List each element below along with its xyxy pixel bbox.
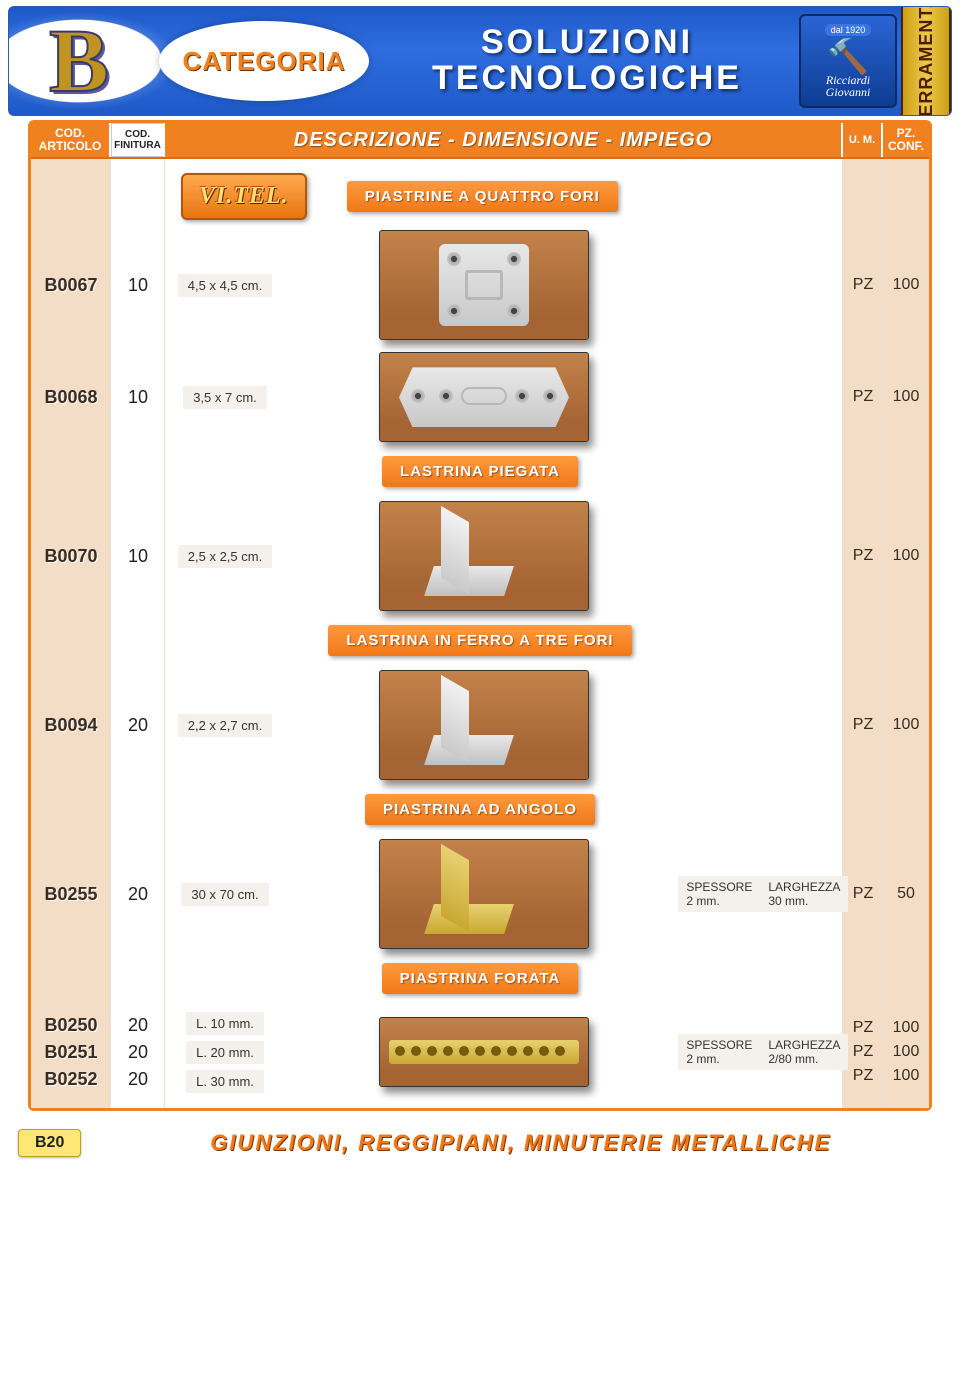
header-pz: PZ. CONF.	[883, 123, 929, 157]
extra-spessore: SPESSORE 2 mm.	[678, 1034, 760, 1070]
cell-extra: SPESSORE 2 mm. LARGHEZZA 30 mm.	[683, 873, 843, 915]
cell-dim: 4,5 x 4,5 cm.	[165, 274, 285, 297]
cell-fin: 20	[111, 715, 165, 736]
section-lastrina-ferro-tre-fori: LASTRINA IN FERRO A TRE FORI	[328, 625, 631, 656]
product-image	[379, 501, 589, 611]
table-header: COD. ARTICOLO COD. FINITURA DESCRIZIONE …	[31, 123, 929, 159]
logo-name2: Giovanni	[826, 86, 871, 98]
page-footer: B20 GIUNZIONI, REGGIPIANI, MINUTERIE MET…	[0, 1123, 960, 1163]
header-descrizione: DESCRIZIONE - DIMENSIONE - IMPIEGO	[165, 123, 843, 157]
section-lastrina-piegata: LASTRINA PIEGATA	[382, 456, 578, 487]
header-articolo: COD. ARTICOLO	[31, 123, 111, 157]
cell-fin: 10	[111, 546, 165, 567]
cell-art: B0094	[31, 715, 111, 736]
category-oval: CATEGORIA	[159, 21, 369, 101]
cell-image	[285, 664, 683, 786]
header-um: U. M.	[843, 123, 883, 157]
product-image	[379, 352, 589, 442]
cell-um: PZ	[843, 276, 883, 294]
product-image	[379, 1017, 589, 1087]
table-row: B0067 10 4,5 x 4,5 cm. PZ	[31, 224, 929, 346]
cell-fin: 10	[111, 387, 165, 408]
table-row: B0094 20 2,2 x 2,7 cm. PZ 100	[31, 664, 929, 786]
header-finitura: COD. FINITURA	[111, 123, 165, 157]
brand-text: VI.TEL.	[199, 183, 289, 209]
page-number-badge: B20	[18, 1129, 81, 1157]
cell-pz: 100	[883, 276, 929, 294]
section-piastrine-quattro-fori: PIASTRINE A QUATTRO FORI	[347, 181, 618, 212]
brand-row: VI.TEL. PIASTRINE A QUATTRO FORI	[31, 173, 929, 220]
cell-fin: 20	[111, 884, 165, 905]
banner-right: dal 1920 🔨 Ricciardi Giovanni FERRAMENTA	[795, 7, 951, 115]
cell-um: PZ	[843, 885, 883, 903]
product-image	[379, 839, 589, 949]
cell-image	[285, 1011, 683, 1093]
cell-dim: 2,5 x 2,5 cm.	[165, 545, 285, 568]
category-label: CATEGORIA	[182, 46, 345, 77]
cell-image	[285, 346, 683, 448]
table-row: B0070 10 2,5 x 2,5 cm. PZ 100	[31, 495, 929, 617]
cell-dim: 3,5 x 7 cm.	[165, 386, 285, 409]
banner-title-line1: SOLUZIONI	[379, 25, 795, 61]
cell-pz: 100	[883, 716, 929, 734]
brand-badge: VI.TEL.	[181, 173, 307, 220]
product-image	[379, 230, 589, 340]
cell-dim-group: L. 10 mm. L. 20 mm. L. 30 mm.	[165, 1012, 285, 1093]
side-strip-text: FERRAMENTA	[916, 6, 937, 116]
cell-pz: 100	[883, 388, 929, 406]
table-row: B0255 20 30 x 70 cm. SPESSORE 2 mm. LARG…	[31, 833, 929, 955]
cell-art: B0068	[31, 387, 111, 408]
extra-spessore: SPESSORE 2 mm.	[678, 876, 760, 912]
company-logo: dal 1920 🔨 Ricciardi Giovanni	[799, 14, 897, 108]
cell-art-group: B0250 B0251 B0252	[31, 1015, 111, 1090]
cell-fin-group: 20 20 20	[111, 1015, 165, 1090]
cell-dim: 2,2 x 2,7 cm.	[165, 714, 285, 737]
top-banner: B CATEGORIA SOLUZIONI TECNOLOGICHE dal 1…	[8, 6, 952, 116]
cell-art: B0070	[31, 546, 111, 567]
side-strip: FERRAMENTA	[901, 7, 951, 115]
cell-fin: 10	[111, 275, 165, 296]
banner-title: SOLUZIONI TECNOLOGICHE	[379, 25, 795, 96]
cell-um: PZ	[843, 716, 883, 734]
cell-pz: 100	[883, 547, 929, 565]
cell-um: PZ	[843, 547, 883, 565]
cell-pz: 50	[883, 885, 929, 903]
hammer-icon: 🔨	[827, 40, 869, 74]
letter-oval: B	[8, 11, 179, 111]
cell-extra: SPESSORE 2 mm. LARGHEZZA 2/80 mm.	[683, 1031, 843, 1073]
cell-pz-group: 100 100 100	[883, 1019, 929, 1085]
cell-image	[285, 833, 683, 955]
extra-larghezza: LARGHEZZA 30 mm.	[760, 876, 847, 912]
product-image	[379, 670, 589, 780]
cell-um-group: PZ PZ PZ	[843, 1019, 883, 1085]
cell-image	[285, 495, 683, 617]
footer-title: GIUNZIONI, REGGIPIANI, MINUTERIE METALLI…	[81, 1130, 960, 1156]
catalog-frame: COD. ARTICOLO COD. FINITURA DESCRIZIONE …	[28, 120, 932, 1111]
logo-year: dal 1920	[825, 24, 872, 36]
cell-art: B0255	[31, 884, 111, 905]
table-row-group: B0250 B0251 B0252 20 20 20 L. 10 mm. L. …	[31, 1002, 929, 1102]
cell-um: PZ	[843, 388, 883, 406]
category-letter: B	[49, 10, 109, 113]
cell-art: B0067	[31, 275, 111, 296]
section-piastrina-forata: PIASTRINA FORATA	[382, 963, 579, 994]
table-body: VI.TEL. PIASTRINE A QUATTRO FORI B0067 1…	[31, 159, 929, 1108]
section-piastrina-angolo: PIASTRINA AD ANGOLO	[365, 794, 595, 825]
table-row: B0068 10 3,5 x 7 cm. PZ	[31, 346, 929, 448]
extra-larghezza: LARGHEZZA 2/80 mm.	[760, 1034, 847, 1070]
banner-title-line2: TECNOLOGICHE	[379, 61, 795, 97]
cell-dim: 30 x 70 cm.	[165, 883, 285, 906]
cell-image	[285, 224, 683, 346]
